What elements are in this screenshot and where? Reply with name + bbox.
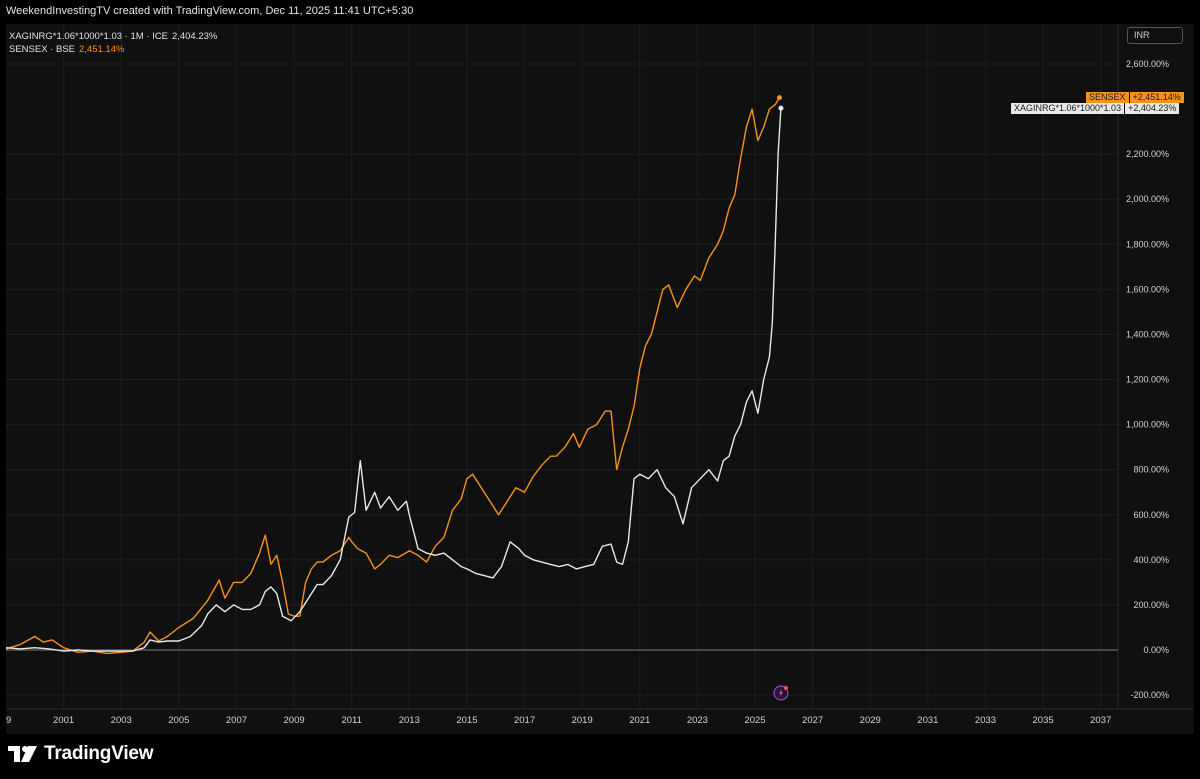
silver-price-label: XAGINRG*1.06*1000*1.03 +2,404.23% [1011, 103, 1180, 114]
y-tick-label: 1,000.00% [1126, 420, 1169, 430]
x-tick-label: 2035 [1033, 715, 1054, 726]
y-tick-label: 0.00% [1143, 645, 1169, 655]
sensex-price-label: SENSEX +2,451.14% [1086, 92, 1184, 103]
series-legend: XAGINRG*1.06*1000*1.03 · 1M · ICE 2,404.… [9, 30, 217, 56]
top-bar: WeekendInvestingTV created with TradingV… [0, 0, 1200, 24]
legend-sensex-value: 2,451.14% [79, 44, 125, 55]
y-tick-label: 2,000.00% [1126, 194, 1169, 204]
alert-dot [783, 686, 788, 690]
x-tick-label: 2001 [53, 715, 74, 726]
y-tick-label: 200.00% [1133, 600, 1169, 610]
legend-silver-value: 2,404.23% [171, 31, 218, 42]
lightning-bolt-shape [778, 689, 783, 697]
y-tick-label: 2,200.00% [1126, 149, 1169, 159]
x-tick-label: 2015 [456, 715, 477, 726]
y-tick-label: 1,400.00% [1126, 329, 1169, 339]
y-tick-label: 2,600.00% [1126, 59, 1169, 69]
x-tick-label: 2019 [572, 715, 593, 726]
legend-silver-name: XAGINRG*1.06*1000*1.03 · 1M · ICE [9, 31, 168, 42]
footer [0, 738, 1200, 779]
legend-row-silver[interactable]: XAGINRG*1.06*1000*1.03 · 1M · ICE 2,404.… [9, 30, 217, 43]
tradingview-logo-text: TradingView [44, 743, 154, 764]
series-endpoint [778, 105, 784, 111]
series-endpoint [777, 95, 783, 101]
y-tick-label: 400.00% [1133, 555, 1169, 565]
x-tick-label: 2007 [226, 715, 247, 726]
x-tick-label: 2005 [168, 715, 189, 726]
legend-row-sensex[interactable]: SENSEX · BSE 2,451.14% [9, 43, 217, 56]
y-tick-label: 1,800.00% [1126, 239, 1169, 249]
chart-credit: WeekendInvestingTV created with TradingV… [6, 5, 414, 17]
legend-sensex-name: SENSEX · BSE [9, 44, 75, 55]
tradingview-logo-icon [8, 745, 38, 763]
x-tick-label: 2021 [629, 715, 650, 726]
x-tick-label: 2003 [111, 715, 132, 726]
chart-panel: 2,600.00% 2,200.00% 2,000.00% 1,800.00% 1,60… [6, 24, 1194, 734]
x-tick-label: 2013 [399, 715, 420, 726]
x-tick-label: 2033 [975, 715, 996, 726]
sensex-series-line [6, 97, 781, 655]
silver-label-name: XAGINRG*1.06*1000*1.03 [1011, 103, 1125, 114]
x-tick-label: 2037 [1090, 715, 1111, 726]
sensex-label-name: SENSEX [1086, 92, 1129, 103]
x-tick-label: 2025 [744, 715, 765, 726]
x-tick-label: 2009 [284, 715, 305, 726]
x-tick-label: 2011 [341, 715, 361, 726]
y-tick-label: 1,200.00% [1126, 375, 1169, 385]
sensex-label-value: +2,451.14% [1129, 92, 1184, 103]
x-tick-label: 2023 [687, 715, 708, 726]
x-tick-label: 99 [6, 715, 11, 726]
y-tick-label: 600.00% [1133, 510, 1169, 520]
x-tick-label: 2017 [514, 715, 535, 726]
silver-label-value: +2,404.23% [1125, 103, 1180, 114]
y-tick-label: 800.00% [1133, 465, 1169, 475]
silver-series-line [6, 108, 782, 652]
y-tick-label: -200.00% [1130, 690, 1169, 700]
x-tick-label: 2027 [802, 715, 823, 726]
y-tick-label: 1,600.00% [1126, 284, 1169, 294]
currency-button[interactable]: INR [1127, 27, 1183, 44]
x-tick-label: 2029 [860, 715, 881, 726]
tradingview-logo[interactable]: TradingView [8, 743, 154, 765]
price-chart[interactable]: 2,600.00% 2,200.00% 2,000.00% 1,800.00% 1,60… [6, 24, 1194, 734]
x-tick-label: 2031 [917, 715, 938, 726]
